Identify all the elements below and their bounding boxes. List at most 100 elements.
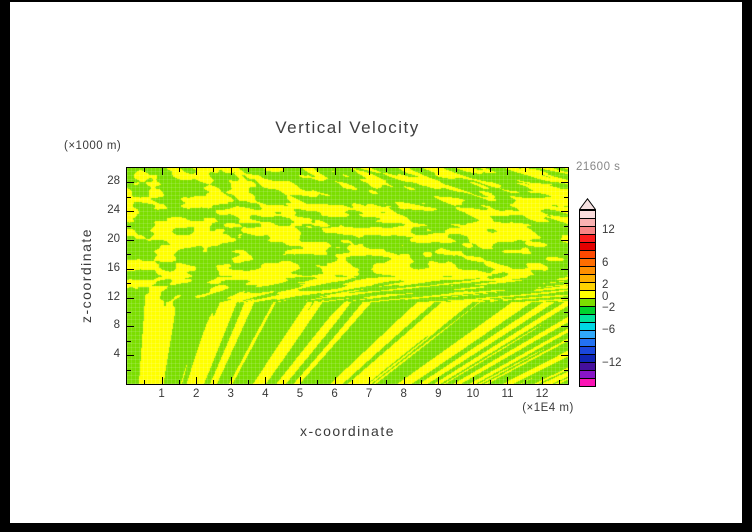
colorbar-band [580,307,595,315]
x-minor-tick [283,168,284,172]
colorbar [579,198,596,387]
x-minor-tick [352,380,353,384]
x-major-tick [300,377,301,384]
colorbar-tick-label: 0 [602,290,609,303]
x-minor-tick [559,168,560,172]
x-minor-tick [386,380,387,384]
colorbar-tick-label: −2 [602,301,616,314]
x-major-tick [196,168,197,175]
x-major-tick [265,377,266,384]
colorbar-band [580,355,595,363]
x-tick-label: 7 [365,388,373,400]
x-minor-tick [144,380,145,384]
x-tick-label: 12 [535,388,549,400]
x-major-tick [300,168,301,175]
x-minor-tick [456,168,457,172]
colorbar-band [580,371,595,379]
x-major-tick [369,168,370,175]
colorbar-band [580,363,595,371]
x-major-tick [265,168,266,175]
y-major-tick [127,240,134,241]
x-minor-tick [559,380,560,384]
y-axis-units-label: (×1000 m) [64,140,122,152]
colorbar-band [580,243,595,251]
x-minor-tick [317,380,318,384]
y-minor-tick [564,341,568,342]
x-tick-label: 1 [158,388,165,400]
x-tick-label: 6 [331,388,338,400]
y-minor-tick [564,283,568,284]
colorbar-band [580,219,595,227]
colorbar-band [580,259,595,267]
y-minor-tick [127,370,131,371]
x-tick-label: 11 [501,388,514,400]
y-major-tick [561,355,568,356]
colorbar-band [580,323,595,331]
y-major-tick [127,355,134,356]
y-minor-tick [564,197,568,198]
y-major-tick [561,298,568,299]
x-minor-tick [144,168,145,172]
colorbar-band [580,235,595,243]
x-major-tick [404,168,405,175]
x-tick-label: 2 [192,388,200,400]
x-minor-tick [490,168,491,172]
x-major-tick [162,168,163,175]
colorbar-band [580,339,595,347]
colorbar-tick-label: 12 [602,224,615,237]
x-minor-tick [456,380,457,384]
y-major-tick [127,269,134,270]
velocity-field-canvas [127,168,568,384]
y-tick-label: 24 [107,204,120,217]
colorbar-tick-label: −12 [602,356,622,369]
y-tick-label: 8 [113,319,120,332]
colorbar-band [580,315,595,323]
x-tick-label: 4 [262,388,269,400]
x-tick-label: 5 [296,388,304,400]
y-major-tick [127,326,134,327]
x-minor-tick [179,380,180,384]
x-major-tick [507,377,508,384]
x-major-tick [404,377,405,384]
x-major-tick [162,377,163,384]
y-tick-label: 16 [107,261,120,274]
x-tick-label: 8 [400,388,407,400]
x-major-tick [473,168,474,175]
time-annotation: 21600 s [576,161,621,173]
x-minor-tick [248,168,249,172]
y-major-tick [127,298,134,299]
x-minor-tick [525,168,526,172]
colorbar-band [580,283,595,291]
y-minor-tick [127,283,131,284]
y-axis-title: z-coordinate [78,227,94,323]
x-major-tick [369,377,370,384]
colorbar-band [580,267,595,275]
y-major-tick [127,182,134,183]
colorbar-band [580,299,595,307]
chart-title: Vertical Velocity [275,118,420,137]
colorbar-band [580,227,595,235]
x-major-tick [473,377,474,384]
colorbar-band [580,331,595,339]
y-tick-label: 12 [107,290,120,303]
x-minor-tick [421,380,422,384]
x-major-tick [231,377,232,384]
x-major-tick [335,377,336,384]
x-minor-tick [386,168,387,172]
y-tick-label: 4 [113,348,120,361]
x-minor-tick [213,380,214,384]
x-minor-tick [248,380,249,384]
colorbar-tick-label: −6 [602,323,616,336]
x-tick-label: 3 [227,388,234,400]
colorbar-band [580,275,595,283]
x-minor-tick [490,380,491,384]
y-minor-tick [127,226,131,227]
x-minor-tick [317,168,318,172]
x-major-tick [438,377,439,384]
x-major-tick [231,168,232,175]
x-minor-tick [525,380,526,384]
colorbar-band [580,347,595,355]
y-major-tick [561,240,568,241]
colorbar-band [580,291,595,299]
